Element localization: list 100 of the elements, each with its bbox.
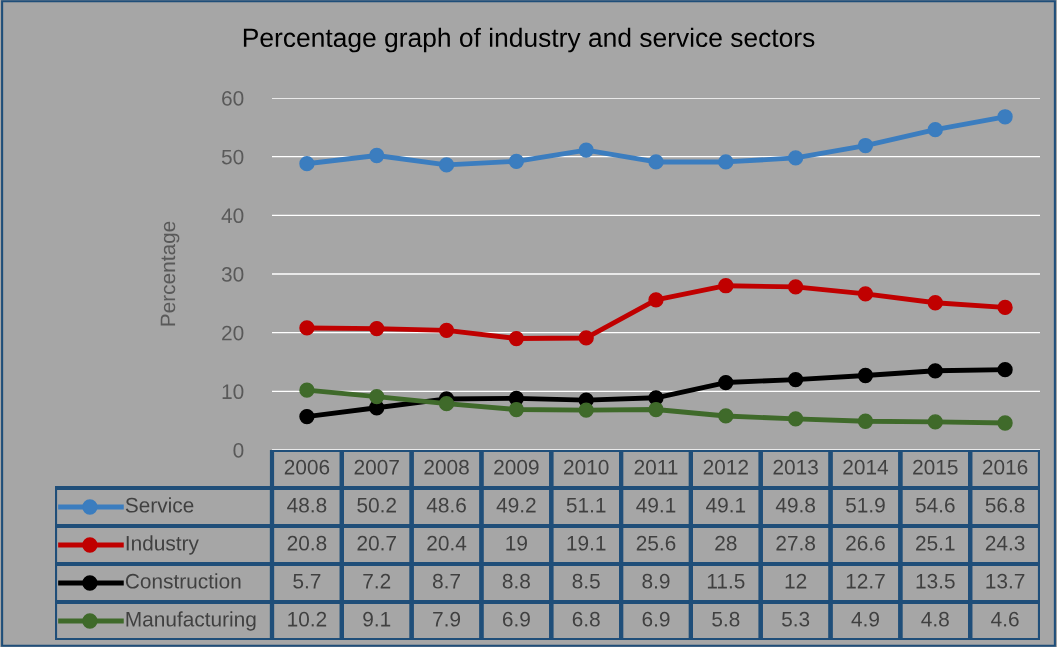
point	[718, 374, 734, 391]
data-label: 51.9	[846, 497, 885, 513]
data-label: 6.8	[572, 611, 600, 627]
y-tick-label: 0	[233, 443, 244, 458]
point	[299, 156, 315, 172]
data-label: 19	[506, 535, 527, 551]
point	[997, 109, 1013, 125]
data-label: 20.8	[287, 535, 327, 551]
data-label: 49.2	[496, 497, 536, 513]
data-label: 7.2	[363, 573, 391, 589]
point	[438, 322, 455, 338]
data-label: 13.7	[986, 573, 1025, 589]
data-label: 48.8	[287, 497, 327, 513]
legend-label: Construction	[125, 573, 241, 589]
data-label: 10.2	[288, 611, 327, 627]
y-tick-label: 50	[221, 149, 244, 165]
data-label: 5.8	[712, 611, 740, 627]
point	[299, 320, 315, 336]
point	[369, 147, 385, 164]
x-tick-label: 2015	[913, 459, 958, 475]
data-label: 8.9	[642, 573, 670, 589]
data-label: 8.5	[572, 573, 600, 589]
point	[369, 320, 385, 337]
point	[787, 371, 804, 388]
y-tick-label: 40	[221, 208, 244, 224]
legend-label: Industry	[126, 535, 199, 555]
point	[787, 411, 804, 427]
x-tick-label: 2012	[703, 459, 748, 475]
y-axis-title: Percentage	[160, 221, 180, 326]
point	[718, 408, 734, 424]
x-tick-label: 2006	[284, 459, 330, 475]
data-label: 8.7	[432, 573, 460, 589]
point	[787, 279, 804, 295]
data-label: 49.8	[775, 497, 816, 513]
data-label: 51.1	[566, 498, 606, 513]
data-label: 8.8	[502, 573, 530, 589]
data-label: 24.3	[985, 535, 1025, 551]
data-label: 4.6	[991, 611, 1019, 627]
data-label: 9.1	[363, 611, 391, 627]
data-label: 13.5	[916, 573, 955, 589]
data-label: 27.8	[776, 535, 816, 551]
data-label: 7.9	[433, 611, 461, 627]
point	[718, 278, 734, 294]
point	[927, 363, 943, 379]
data-label: 49.1	[706, 497, 746, 513]
point	[508, 330, 525, 347]
x-tick-label: 2011	[634, 459, 678, 475]
data-label: 4.9	[851, 611, 879, 627]
point	[578, 142, 594, 158]
x-tick-label: 2010	[564, 459, 609, 475]
data-label: 28	[715, 535, 737, 551]
data-label: 12.7	[846, 573, 885, 589]
point	[927, 122, 943, 138]
point	[927, 295, 943, 311]
point	[648, 401, 664, 418]
y-tick-label: 30	[221, 267, 244, 282]
point	[648, 292, 664, 308]
data-label: 6.9	[502, 611, 530, 627]
point	[857, 367, 874, 384]
point	[578, 330, 594, 346]
data-label: 50.2	[357, 497, 396, 513]
data-label: 20.4	[427, 535, 467, 551]
point	[508, 401, 525, 418]
point	[857, 137, 874, 154]
data-label: 20.7	[357, 535, 396, 551]
data-label: 5.3	[781, 611, 810, 627]
point	[997, 415, 1013, 431]
point	[997, 299, 1013, 316]
x-tick-label: 2016	[982, 459, 1028, 475]
point	[299, 382, 315, 398]
point	[438, 157, 455, 173]
data-label: 25.6	[636, 535, 676, 551]
data-label: 56.8	[985, 497, 1025, 513]
point	[508, 153, 525, 169]
data-label: 54.6	[915, 497, 955, 513]
point	[927, 414, 943, 430]
x-tick-label: 2009	[494, 459, 539, 475]
y-tick-label: 10	[222, 384, 244, 400]
x-tick-label: 2008	[424, 459, 469, 475]
legend-label: Service	[125, 497, 194, 513]
point	[578, 402, 594, 418]
point	[718, 154, 734, 170]
chart-title: Percentage graph of industry and service sectors	[243, 27, 815, 53]
y-tick-label: 20	[222, 325, 244, 341]
data-label: 49.1	[636, 497, 676, 513]
data-label: 25.1	[916, 535, 955, 551]
x-tick-label: 2013	[773, 459, 818, 475]
data-label: 5.7	[293, 574, 321, 589]
point	[369, 388, 385, 405]
x-tick-label: 2007	[354, 459, 399, 475]
data-label: 12	[785, 573, 807, 589]
y-tick-label: 60	[222, 91, 244, 106]
x-tick-label: 2014	[843, 459, 889, 475]
data-label: 11.5	[707, 574, 745, 589]
point	[438, 396, 455, 412]
point	[857, 413, 874, 429]
data-label: 48.6	[426, 497, 466, 513]
point	[997, 361, 1013, 378]
data-label: 6.9	[642, 611, 670, 627]
point	[648, 154, 664, 170]
